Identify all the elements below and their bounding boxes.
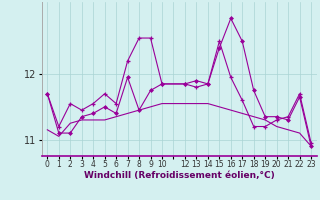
X-axis label: Windchill (Refroidissement éolien,°C): Windchill (Refroidissement éolien,°C) <box>84 171 275 180</box>
